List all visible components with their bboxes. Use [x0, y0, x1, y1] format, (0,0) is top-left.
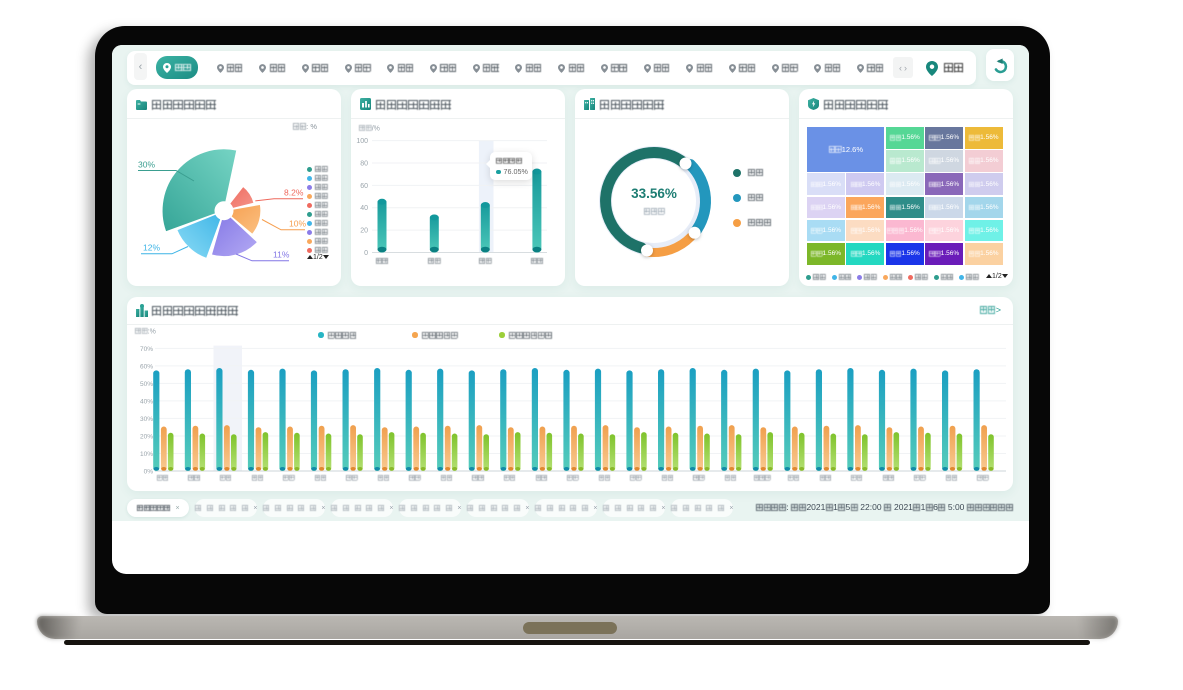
svg-text:70%: 70% — [140, 346, 153, 353]
svg-text:40: 40 — [360, 205, 368, 212]
svg-text:10%: 10% — [289, 219, 306, 229]
svg-text:12%: 12% — [143, 243, 160, 253]
svg-text:100: 100 — [356, 138, 368, 145]
svg-text:30%: 30% — [138, 160, 155, 170]
svg-text:20%: 20% — [140, 434, 153, 441]
svg-text:20: 20 — [360, 228, 368, 235]
svg-text:10%: 10% — [140, 451, 153, 458]
svg-text:40%: 40% — [140, 398, 153, 405]
svg-text:0: 0 — [364, 250, 368, 257]
svg-text:60%: 60% — [140, 363, 153, 370]
svg-text:8.2%: 8.2% — [284, 188, 304, 198]
svg-text:60: 60 — [360, 183, 368, 190]
svg-text:0%: 0% — [144, 469, 154, 476]
svg-text:50%: 50% — [140, 381, 153, 388]
svg-text:11%: 11% — [273, 250, 290, 260]
svg-text:80: 80 — [360, 161, 368, 168]
svg-text:33.56%: 33.56% — [631, 186, 677, 201]
svg-text:30%: 30% — [140, 416, 153, 423]
